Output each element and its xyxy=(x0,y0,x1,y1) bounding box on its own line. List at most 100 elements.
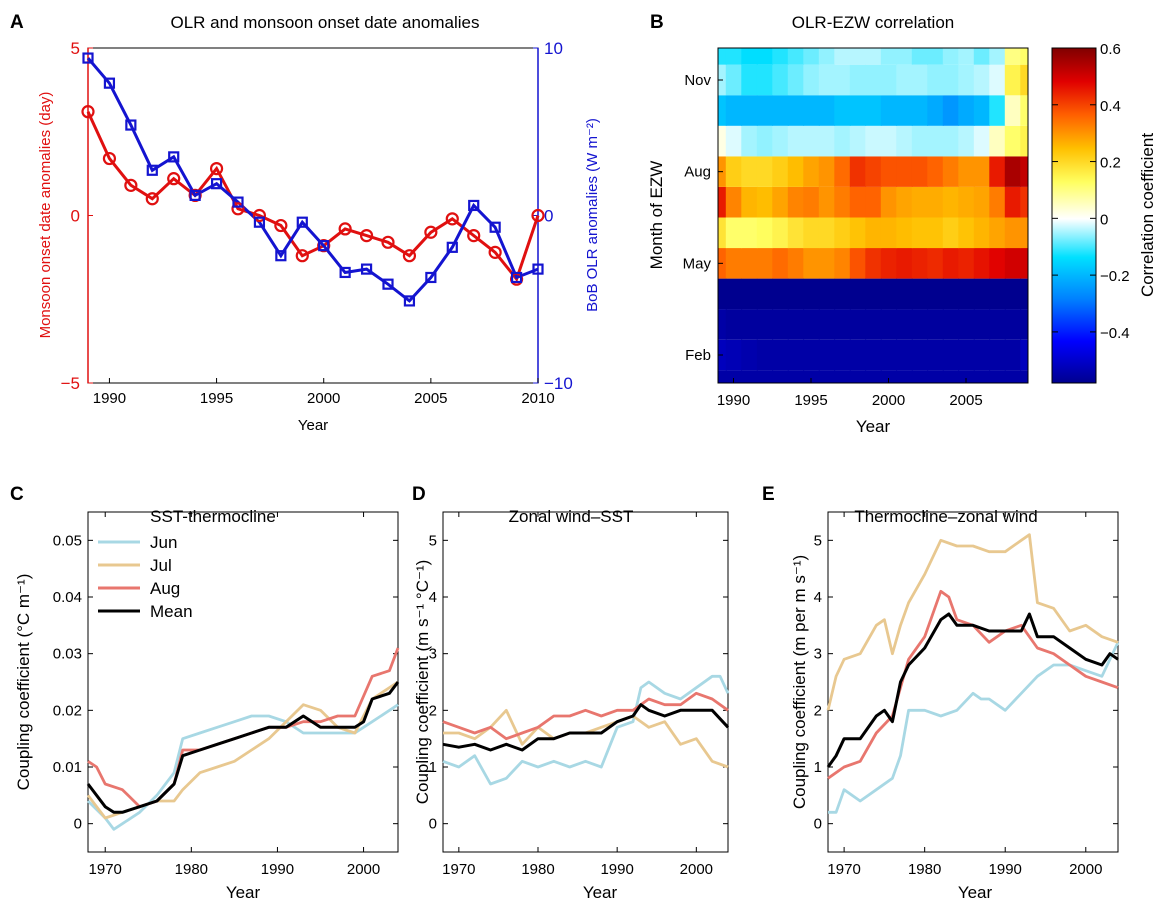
heat-cell xyxy=(849,370,867,383)
heat-cell xyxy=(973,95,991,126)
heat-cell xyxy=(989,248,1006,279)
heat-cell xyxy=(718,278,727,310)
heat-cell xyxy=(756,248,774,279)
heat-cell xyxy=(1020,278,1028,310)
axes-box-b xyxy=(717,47,1029,384)
heat-cell xyxy=(756,186,774,218)
colorbar-tick-label: 0.6 xyxy=(1100,41,1121,58)
onset-point xyxy=(531,208,545,223)
heat-cell xyxy=(741,278,758,310)
olr-point xyxy=(296,216,308,228)
heat-cell xyxy=(896,125,913,157)
heat-cell xyxy=(958,278,975,310)
olr-point xyxy=(103,77,116,89)
ylabel-a: Monsoon onset date anomalies (day) xyxy=(37,92,54,339)
heat-cell xyxy=(989,156,1006,187)
heat-cell xyxy=(989,217,1006,249)
c-ytick-label: 0.02 xyxy=(53,702,82,719)
series-line-mean xyxy=(86,681,400,814)
onset-point xyxy=(145,192,159,206)
heat-cell xyxy=(772,248,789,279)
heat-cell xyxy=(787,156,805,187)
heat-cell xyxy=(787,48,805,65)
heat-cell xyxy=(787,186,805,218)
heat-cell xyxy=(1020,217,1028,249)
olr-point xyxy=(339,266,351,279)
b-xtick-label: 2005 xyxy=(949,392,982,409)
heat-cell xyxy=(849,339,867,371)
legend-label-jul: Jul xyxy=(150,556,172,575)
heat-cell xyxy=(725,95,743,126)
heat-cell xyxy=(756,95,774,126)
onset-point xyxy=(102,151,117,166)
heat-cell xyxy=(756,309,774,340)
legend-label-mean: Mean xyxy=(150,602,193,621)
heat-cell xyxy=(803,248,820,279)
heat-cell xyxy=(772,64,789,96)
series-line-aug xyxy=(442,691,729,741)
heat-cell xyxy=(865,370,882,383)
heat-cell xyxy=(772,309,789,340)
heat-cell xyxy=(834,248,851,279)
series-line-jul xyxy=(86,680,399,820)
heat-cell xyxy=(865,248,882,279)
title-e: Thermocline–zonal wind xyxy=(854,507,1037,526)
heat-cell xyxy=(741,370,758,383)
panel-d: Zonal wind–SST 1970 1980 1990 2000 0 1 2 3 4 5 Ye… xyxy=(413,507,730,902)
heat-cell xyxy=(1020,186,1028,218)
heat-cell xyxy=(880,64,898,96)
a-xtick-label: 1995 xyxy=(200,390,233,407)
a-ytick-label: 0 xyxy=(71,207,80,226)
onset-point xyxy=(402,249,417,263)
heat-cell xyxy=(880,48,898,65)
d-ytick-label: 0 xyxy=(429,816,437,833)
heat-cell xyxy=(911,95,929,126)
heat-cell xyxy=(741,156,758,187)
xlabel-d: Year xyxy=(583,883,618,902)
heat-cell xyxy=(865,278,882,310)
heat-cell xyxy=(834,156,851,187)
heat-cell xyxy=(942,248,960,279)
heat-cell xyxy=(927,186,944,218)
heat-cell xyxy=(942,339,960,371)
heat-cell xyxy=(1004,339,1022,371)
heat-cell xyxy=(989,309,1006,340)
heat-cell xyxy=(958,217,975,249)
heat-cell xyxy=(849,186,867,218)
heat-cell xyxy=(1020,48,1028,65)
heat-cell xyxy=(865,186,882,218)
ylabel-b: Month of EZW xyxy=(647,161,666,270)
heat-cell xyxy=(718,370,727,383)
heat-cell xyxy=(973,309,991,340)
heat-cell xyxy=(911,64,929,96)
heat-cell xyxy=(718,95,727,126)
heat-cell xyxy=(834,217,851,249)
olr-point xyxy=(168,151,180,163)
olr-point xyxy=(253,216,266,228)
heat-cell xyxy=(756,370,774,383)
heat-cell xyxy=(834,278,851,310)
d-xtick-label: 1970 xyxy=(442,861,475,878)
heat-cell xyxy=(718,217,727,249)
panel-b: OLR-EZW correlation 1990 1995 2000 2005 Feb M… xyxy=(647,13,1157,436)
olr-point xyxy=(489,221,501,233)
heat-cell xyxy=(958,370,975,383)
c-ytick-label: 0.04 xyxy=(53,589,82,606)
heat-cell xyxy=(787,370,805,383)
panel-label-d: D xyxy=(412,484,426,505)
d-ytick-label: 2 xyxy=(429,702,437,719)
panel-label-a: A xyxy=(10,12,24,33)
heat-cell xyxy=(725,125,743,157)
heat-cell xyxy=(803,217,820,249)
heat-cell xyxy=(818,186,836,218)
d-xtick-label: 1980 xyxy=(521,861,554,878)
heat-cell xyxy=(880,217,898,249)
heat-cell xyxy=(803,278,820,310)
heat-cell xyxy=(718,186,727,218)
heat-cell xyxy=(772,48,789,65)
a-xtick-label: 2000 xyxy=(307,390,340,407)
heat-cell xyxy=(896,370,913,383)
a-xtick-label: 2005 xyxy=(414,390,447,407)
heat-cell xyxy=(803,156,820,187)
